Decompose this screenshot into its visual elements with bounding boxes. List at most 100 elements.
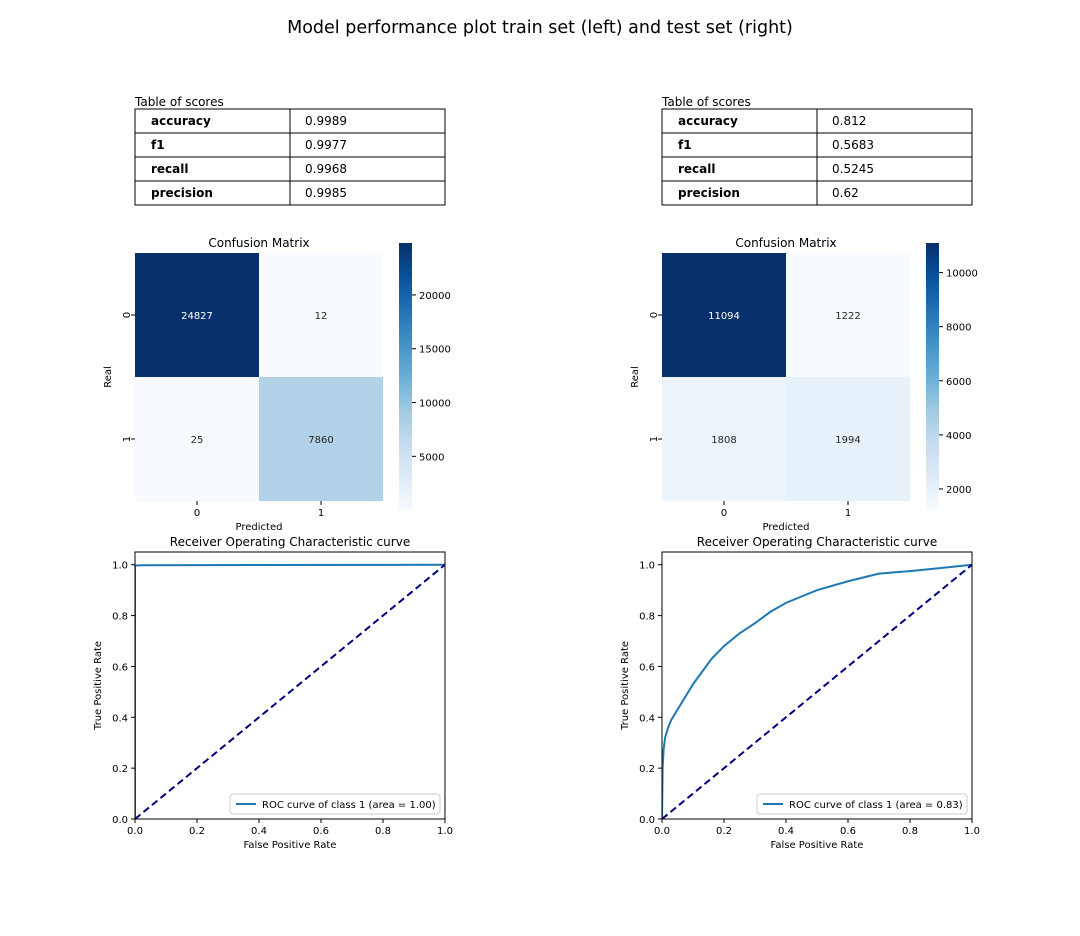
x-tick-label: 0.0 (654, 826, 670, 837)
heatmap-cell (662, 253, 786, 377)
table-cell (289, 132, 446, 158)
table-cell (816, 132, 973, 158)
table-row: precision 0.9985 (134, 180, 446, 206)
score-label-recall: recall (678, 162, 716, 176)
score-value-precision: 0.9985 (305, 186, 347, 200)
heatmap-cell (662, 377, 786, 501)
heatmap-cell (135, 377, 259, 501)
roc-plot-area (662, 563, 972, 819)
table-row: recall 0.9968 (134, 156, 446, 182)
y-tick-label: 0 (649, 312, 660, 318)
x-tick-label: 0.4 (251, 826, 267, 837)
legend: ROC curve of class 1 (area = 1.00) (229, 793, 441, 815)
scores-table-train: Table of scores accuracy 0.9989 f1 0.9977 rec… (134, 95, 446, 206)
legend: ROC curve of class 1 (area = 0.83) (756, 793, 968, 815)
x-axis-label: False Positive Rate (244, 840, 337, 851)
score-label-recall: recall (151, 162, 189, 176)
table-row: recall 0.5245 (661, 156, 973, 182)
y-tick-label: 0.8 (112, 612, 128, 623)
score-label-accuracy: accuracy (151, 114, 211, 128)
y-tick-label: 1 (649, 436, 660, 442)
colorbar-tick-label: 10000 (946, 269, 978, 280)
y-tick-label: 0.2 (112, 764, 128, 775)
x-tick-label: 0 (194, 508, 200, 519)
colorbar-tick-label: 4000 (946, 431, 971, 442)
table-cell (816, 108, 973, 134)
y-tick-label: 1 (122, 436, 133, 442)
colorbar-tick-label: 8000 (946, 323, 971, 334)
x-tick-label: 0.0 (127, 826, 143, 837)
table-cell (289, 156, 446, 182)
table-cell (816, 156, 973, 182)
x-tick-label: 0.2 (189, 826, 205, 837)
score-label-f1: f1 (678, 138, 692, 152)
scores-table-test: Table of scores accuracy 0.812 f1 0.5683 reca… (661, 95, 973, 206)
confusion-matrix-test: Confusion Matrix 11094 1222 1808 1994 0 1 0 1 Pre… (630, 236, 978, 533)
heatmap-cell-label: 1808 (711, 435, 736, 446)
x-tick-label: 0.8 (375, 826, 391, 837)
x-tick-label: 1 (318, 508, 324, 519)
legend-label: ROC curve of class 1 (area = 0.83) (789, 800, 963, 811)
legend-label: ROC curve of class 1 (area = 1.00) (262, 800, 436, 811)
y-tick-label: 0 (122, 312, 133, 318)
confusion-matrix-train: Confusion Matrix 24827 12 25 7860 0 1 0 1 Predict… (103, 236, 451, 533)
y-tick-label: 0.6 (112, 662, 128, 673)
score-value-recall: 0.9968 (305, 162, 347, 176)
x-tick-label: 1 (845, 508, 851, 519)
table-cell (134, 108, 291, 134)
y-tick-label: 0.6 (639, 662, 655, 673)
y-tick-label: 1.0 (639, 561, 655, 572)
y-tick-label: 0.8 (639, 612, 655, 623)
heatmap-cell-label: 1994 (835, 435, 860, 446)
x-tick-label: 0.4 (778, 826, 794, 837)
x-tick-label: 0.6 (313, 826, 329, 837)
score-value-accuracy: 0.9989 (305, 114, 347, 128)
heatmap-cell (135, 253, 259, 377)
score-value-accuracy: 0.812 (832, 114, 866, 128)
score-label-accuracy: accuracy (678, 114, 738, 128)
legend-box (229, 793, 441, 815)
roc-title: Receiver Operating Characteristic curve (697, 535, 937, 549)
colorbar-tick-label: 15000 (419, 345, 451, 356)
confusion-matrix-title: Confusion Matrix (208, 236, 309, 250)
y-axis-label: True Positive Rate (620, 641, 631, 731)
heatmap-cell-label: 24827 (181, 311, 213, 322)
y-axis-label: True Positive Rate (93, 641, 104, 731)
heatmap-cell-label: 11094 (708, 311, 740, 322)
roc-curve-line (135, 563, 445, 819)
colorbar (926, 243, 939, 510)
x-axis-label: Predicted (236, 522, 283, 533)
y-tick-label: 1.0 (112, 561, 128, 572)
x-axis-label: Predicted (763, 522, 810, 533)
roc-chart-train: Receiver Operating Characteristic curve 0… (93, 535, 453, 851)
table-row: precision 0.62 (661, 180, 973, 206)
y-axis-label: Real (103, 366, 114, 388)
y-axis-label: Real (630, 366, 641, 388)
diagonal-reference-line (135, 563, 445, 819)
roc-curve-line (662, 563, 972, 819)
x-axis-label: False Positive Rate (771, 840, 864, 851)
x-tick-label: 0.6 (840, 826, 856, 837)
legend-box (756, 793, 968, 815)
roc-plot-area (135, 563, 445, 819)
colorbar-tick-label: 2000 (946, 485, 971, 496)
heatmap-cell-label: 7860 (308, 435, 333, 446)
x-tick-label: 0.8 (902, 826, 918, 837)
score-value-f1: 0.5683 (832, 138, 874, 152)
heatmap-cell (786, 253, 910, 377)
heatmap-cell (786, 377, 910, 501)
score-value-precision: 0.62 (832, 186, 859, 200)
colorbar-tick-label: 20000 (419, 291, 451, 302)
confusion-matrix-title: Confusion Matrix (735, 236, 836, 250)
score-label-precision: precision (151, 186, 213, 200)
table-cell (134, 180, 291, 206)
score-value-recall: 0.5245 (832, 162, 874, 176)
table-row: f1 0.9977 (134, 132, 446, 158)
x-tick-label: 1.0 (964, 826, 980, 837)
x-tick-label: 0 (721, 508, 727, 519)
heatmap-cell (259, 377, 383, 501)
y-tick-label: 0.4 (112, 713, 128, 724)
table-cell (289, 180, 446, 206)
heatmap-cell-label: 12 (315, 311, 328, 322)
